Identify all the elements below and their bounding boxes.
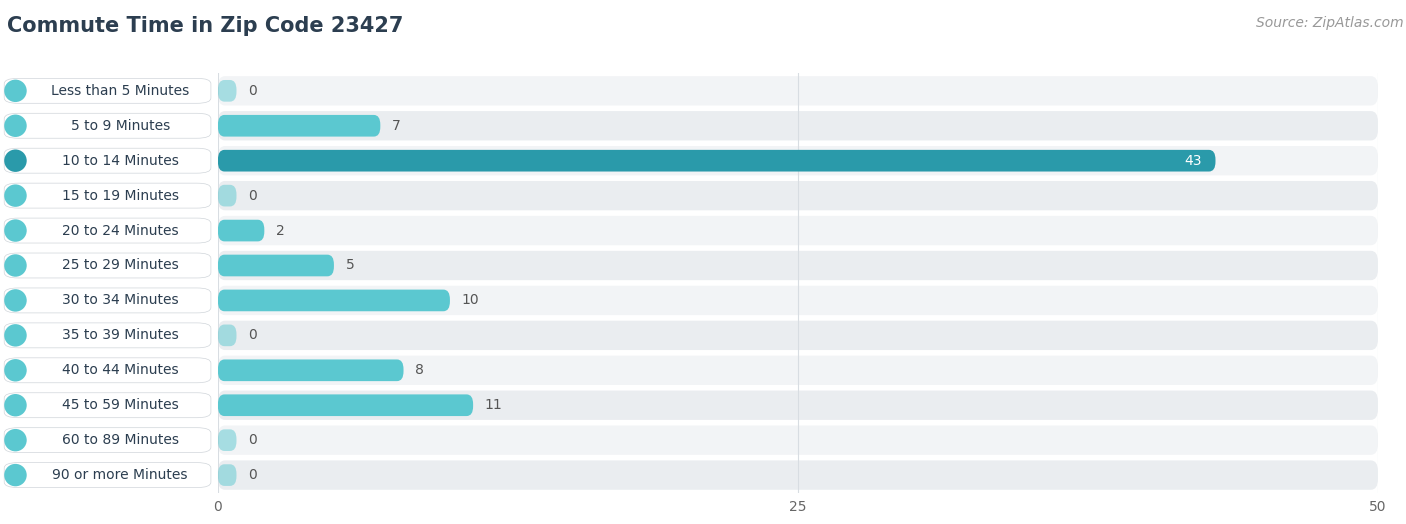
- FancyBboxPatch shape: [218, 290, 450, 311]
- Text: 90 or more Minutes: 90 or more Minutes: [52, 468, 188, 482]
- FancyBboxPatch shape: [218, 115, 380, 137]
- FancyBboxPatch shape: [218, 185, 236, 206]
- FancyBboxPatch shape: [218, 461, 1378, 490]
- Text: 8: 8: [415, 363, 425, 377]
- FancyBboxPatch shape: [218, 111, 1378, 140]
- Text: 60 to 89 Minutes: 60 to 89 Minutes: [62, 433, 179, 447]
- FancyBboxPatch shape: [218, 425, 1378, 455]
- FancyBboxPatch shape: [218, 395, 472, 416]
- FancyBboxPatch shape: [218, 216, 1378, 245]
- Text: 0: 0: [247, 329, 257, 342]
- Text: 40 to 44 Minutes: 40 to 44 Minutes: [62, 363, 179, 377]
- Text: Source: ZipAtlas.com: Source: ZipAtlas.com: [1256, 16, 1403, 30]
- FancyBboxPatch shape: [218, 181, 1378, 210]
- Text: 45 to 59 Minutes: 45 to 59 Minutes: [62, 398, 179, 412]
- Text: 35 to 39 Minutes: 35 to 39 Minutes: [62, 329, 179, 342]
- Text: 5 to 9 Minutes: 5 to 9 Minutes: [70, 119, 170, 133]
- FancyBboxPatch shape: [218, 286, 1378, 315]
- Text: 25 to 29 Minutes: 25 to 29 Minutes: [62, 258, 179, 272]
- FancyBboxPatch shape: [218, 429, 236, 451]
- Text: 0: 0: [247, 84, 257, 98]
- FancyBboxPatch shape: [218, 150, 1215, 171]
- Text: 0: 0: [247, 189, 257, 203]
- FancyBboxPatch shape: [218, 80, 236, 102]
- FancyBboxPatch shape: [218, 255, 335, 276]
- Text: 11: 11: [485, 398, 502, 412]
- Text: 10 to 14 Minutes: 10 to 14 Minutes: [62, 154, 179, 168]
- Text: 43: 43: [1184, 154, 1202, 168]
- FancyBboxPatch shape: [218, 464, 236, 486]
- FancyBboxPatch shape: [218, 324, 236, 346]
- Text: 2: 2: [276, 224, 284, 237]
- Text: Less than 5 Minutes: Less than 5 Minutes: [51, 84, 190, 98]
- FancyBboxPatch shape: [218, 356, 1378, 385]
- Text: 0: 0: [247, 433, 257, 447]
- Text: 20 to 24 Minutes: 20 to 24 Minutes: [62, 224, 179, 237]
- Text: 15 to 19 Minutes: 15 to 19 Minutes: [62, 189, 179, 203]
- FancyBboxPatch shape: [218, 220, 264, 242]
- Text: 7: 7: [392, 119, 401, 133]
- Text: 0: 0: [247, 468, 257, 482]
- FancyBboxPatch shape: [218, 390, 1378, 420]
- FancyBboxPatch shape: [218, 321, 1378, 350]
- Text: 5: 5: [346, 258, 354, 272]
- Text: Commute Time in Zip Code 23427: Commute Time in Zip Code 23427: [7, 16, 404, 36]
- FancyBboxPatch shape: [218, 251, 1378, 280]
- FancyBboxPatch shape: [218, 146, 1378, 176]
- Text: 30 to 34 Minutes: 30 to 34 Minutes: [62, 293, 179, 308]
- FancyBboxPatch shape: [218, 359, 404, 381]
- Text: 10: 10: [461, 293, 479, 308]
- FancyBboxPatch shape: [218, 76, 1378, 105]
